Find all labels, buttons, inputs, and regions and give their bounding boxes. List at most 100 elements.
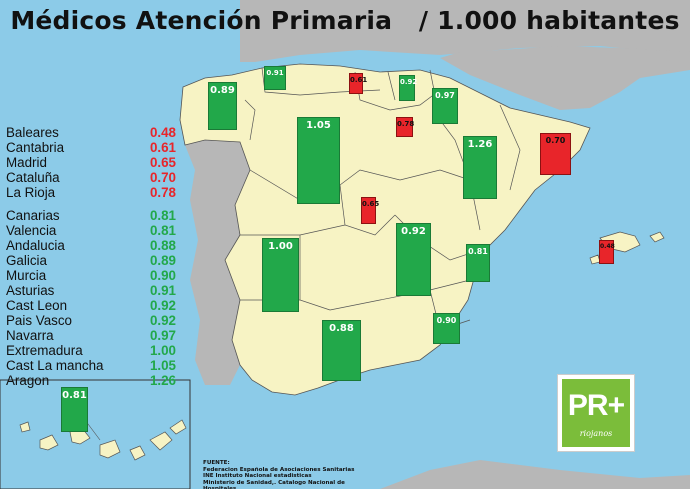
legend-row: Baleares 0.48 — [6, 125, 176, 140]
bar-galicia-label: 0.89 — [210, 85, 235, 96]
legend-row: Canarias 0.81 — [6, 208, 176, 223]
legend-region-name: Andalucia — [6, 238, 65, 253]
legend-row: Asturias 0.91 — [6, 283, 176, 298]
bar-castilla-leon-label: 1.05 — [306, 120, 331, 131]
source-heading: FUENTE: — [203, 460, 230, 466]
legend-region-name: Cantabria — [6, 140, 65, 155]
legend-region-name: Murcia — [6, 268, 47, 283]
legend-region-name: Cast La mancha — [6, 358, 104, 373]
legend-row: Extremadura 1.00 — [6, 343, 176, 358]
bar-aragon-label: 1.26 — [467, 139, 493, 150]
legend-row: Cast La mancha 1.05 — [6, 358, 176, 373]
bar-cataluna-label: 0.70 — [545, 136, 566, 145]
source-line-1: Federacion Española de Asociaciones Sani… — [203, 466, 355, 473]
legend-region-name: Navarra — [6, 328, 54, 343]
legend-region-value: 0.70 — [149, 170, 176, 185]
bar-canarias-label: 0.81 — [62, 390, 87, 401]
bar-valencia: 0.81 — [466, 244, 490, 282]
legend-row: Galicia 0.89 — [6, 253, 176, 268]
bar-la-rioja: 0.78 — [396, 117, 415, 137]
legend-red-group: Baleares 0.48 Cantabria 0.61 Madrid 0.65 Catal… — [6, 125, 176, 200]
legend-region-name: Baleares — [6, 125, 59, 140]
bar-pais-vasco: 0.92 — [399, 75, 418, 101]
legend-region-value: 0.61 — [149, 140, 176, 155]
legend-region-name: Cataluña — [6, 170, 60, 185]
legend-region-value: 0.48 — [149, 125, 176, 140]
bar-andalucia: 0.88 — [322, 320, 361, 381]
bar-madrid-label: 0.65 — [362, 200, 380, 208]
legend-region-value: 0.81 — [149, 223, 176, 238]
bar-navarra: 0.97 — [432, 88, 458, 124]
bar-baleares: 0.48 — [599, 240, 615, 264]
bar-cataluna: 0.70 — [540, 133, 571, 175]
legend: Baleares 0.48 Cantabria 0.61 Madrid 0.65 Catal… — [6, 125, 176, 388]
france-coast — [440, 46, 690, 110]
bar-galicia: 0.89 — [208, 82, 237, 130]
legend-region-name: Cast Leon — [6, 298, 68, 313]
legend-region-name: La Rioja — [6, 185, 56, 200]
legend-region-value: 0.92 — [149, 298, 176, 313]
source-line-2: INE Instituto Nacional estadisticas — [203, 473, 312, 480]
legend-region-value: 1.26 — [149, 373, 176, 388]
bar-castilla-la-mancha: 0.92 — [396, 223, 431, 296]
legend-region-value: 0.78 — [149, 185, 176, 200]
bar-madrid: 0.65 — [361, 197, 380, 224]
legend-region-name: Asturias — [6, 283, 55, 298]
legend-row: Navarra 0.97 — [6, 328, 176, 343]
africa-landmass — [380, 460, 690, 489]
legend-region-name: Pais Vasco — [6, 313, 72, 328]
legend-region-value: 0.90 — [149, 268, 176, 283]
bar-aragon: 1.26 — [463, 136, 497, 199]
legend-region-value: 0.92 — [149, 313, 176, 328]
legend-green-group: Canarias 0.81 Valencia 0.81 Andalucia 0.88 Gal… — [6, 208, 176, 388]
logo-subtext: riojanos — [579, 429, 613, 438]
canarias-islands — [19, 419, 187, 461]
bar-navarra-label: 0.97 — [435, 91, 455, 100]
bar-valencia-label: 0.81 — [468, 247, 488, 256]
legend-region-value: 0.97 — [149, 328, 176, 343]
legend-region-value: 1.00 — [149, 343, 176, 358]
legend-row: Cast Leon 0.92 — [6, 298, 176, 313]
legend-row: Aragon 1.26 — [6, 373, 176, 388]
legend-region-value: 0.89 — [149, 253, 176, 268]
portugal-landmass — [185, 140, 250, 385]
logo-text: PR+ — [567, 389, 625, 422]
bar-asturias-label: 0.91 — [266, 69, 284, 77]
bar-castilla-la-mancha-label: 0.92 — [401, 226, 426, 237]
legend-region-name: Aragon — [6, 373, 50, 388]
bar-murcia: 0.90 — [433, 313, 460, 344]
bar-la-rioja-label: 0.78 — [397, 120, 415, 128]
legend-row: Madrid 0.65 — [6, 155, 176, 170]
page-title: Médicos Atención Primaria / 1.000 habita… — [10, 6, 680, 35]
legend-row: Pais Vasco 0.92 — [6, 313, 176, 328]
bar-canarias: 0.81 — [61, 387, 88, 432]
bar-andalucia-label: 0.88 — [329, 323, 354, 334]
legend-row: Cantabria 0.61 — [6, 140, 176, 155]
legend-row: La Rioja 0.78 — [6, 185, 176, 200]
canarias-inset-frame — [0, 379, 191, 489]
legend-row: Andalucia 0.88 — [6, 238, 176, 253]
legend-region-value: 1.05 — [149, 358, 176, 373]
legend-row: Valencia 0.81 — [6, 223, 176, 238]
source-line-3: Ministerio de Sanidad,. Catalogo Naciona… — [203, 479, 345, 489]
bar-asturias: 0.91 — [264, 66, 286, 90]
bar-cantabria: 0.61 — [349, 73, 367, 94]
pr-plus-logo: PR+ riojanos — [557, 374, 635, 452]
bar-extremadura: 1.00 — [262, 238, 299, 312]
source-note: FUENTE: Federacion Española de Asociacio… — [203, 460, 368, 489]
legend-region-name: Extremadura — [6, 343, 83, 358]
legend-region-value: 0.91 — [149, 283, 176, 298]
bar-pais-vasco-label: 0.92 — [400, 78, 418, 86]
legend-row: Murcia 0.90 — [6, 268, 176, 283]
bar-baleares-label: 0.48 — [600, 243, 615, 250]
legend-region-value: 0.65 — [149, 155, 176, 170]
legend-row: Cataluña 0.70 — [6, 170, 176, 185]
spain-landmass — [179, 63, 591, 396]
legend-region-value: 0.88 — [149, 238, 176, 253]
bar-murcia-label: 0.90 — [436, 316, 457, 325]
bar-castilla-leon: 1.05 — [297, 117, 340, 204]
legend-region-name: Valencia — [6, 223, 57, 238]
legend-region-name: Canarias — [6, 208, 60, 223]
legend-region-name: Madrid — [6, 155, 47, 170]
